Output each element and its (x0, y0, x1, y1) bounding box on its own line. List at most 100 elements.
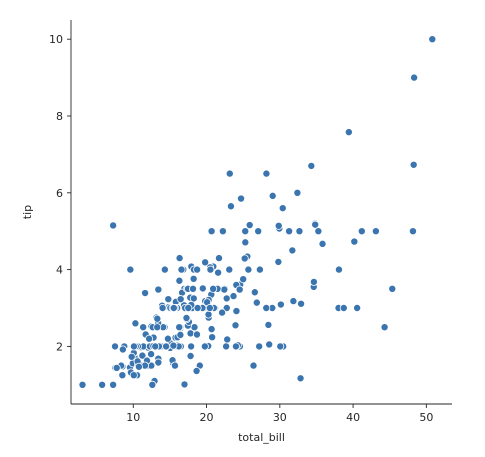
data-point (141, 289, 150, 298)
data-point (223, 335, 232, 344)
axes (70, 20, 452, 405)
data-point (205, 303, 214, 312)
x-tick-label: 10 (126, 411, 140, 424)
x-tick-label: 40 (346, 411, 360, 424)
data-point (118, 345, 127, 354)
data-point (118, 371, 127, 380)
data-point (192, 366, 201, 375)
data-point (208, 333, 217, 342)
data-point (250, 288, 259, 297)
data-point (153, 314, 162, 323)
data-point (232, 307, 241, 316)
data-point (276, 342, 285, 351)
data-point (192, 330, 201, 339)
y-tick-label: 10 (49, 33, 63, 46)
data-point (175, 323, 184, 332)
data-point (222, 303, 231, 312)
data-point (214, 268, 223, 277)
data-point (231, 342, 240, 351)
data-point (207, 227, 216, 236)
data-point (388, 284, 397, 293)
data-point (241, 227, 250, 236)
data-point (252, 298, 261, 307)
data-point (175, 254, 184, 263)
x-ticks: 10 20 30 40 50 (126, 404, 433, 424)
data-point (222, 294, 231, 303)
data-point (255, 342, 264, 351)
data-point (293, 188, 302, 197)
data-point (190, 323, 199, 332)
data-point (268, 191, 277, 200)
data-point (285, 227, 294, 236)
data-point (153, 323, 162, 332)
data-point (129, 371, 138, 380)
data-point (184, 303, 193, 312)
data-point (334, 265, 343, 274)
data-point (214, 254, 223, 263)
data-point (353, 303, 362, 312)
data-point (160, 265, 169, 274)
data-point (204, 310, 213, 319)
data-point (147, 350, 156, 359)
data-point (98, 380, 107, 389)
data-point (169, 303, 178, 312)
data-point (164, 295, 173, 304)
data-point (240, 254, 249, 263)
data-point (288, 246, 297, 255)
data-point (163, 334, 172, 343)
points-layer (78, 35, 437, 389)
data-point (226, 202, 235, 211)
data-point (410, 73, 419, 82)
data-point (244, 265, 253, 274)
data-point (175, 276, 184, 285)
data-point (371, 227, 380, 236)
data-point (235, 285, 244, 294)
data-point (265, 340, 274, 349)
y-tick-label: 6 (56, 187, 63, 200)
data-point (145, 334, 154, 343)
data-point (193, 265, 202, 274)
data-point (131, 319, 140, 328)
y-ticks: 2 4 6 8 10 (49, 33, 71, 353)
data-point (231, 321, 240, 330)
data-point (276, 300, 285, 309)
data-point (148, 380, 157, 389)
data-point (138, 351, 147, 360)
x-tick-label: 50 (419, 411, 433, 424)
data-point (176, 330, 185, 339)
data-point (170, 361, 179, 370)
data-point (193, 303, 202, 312)
data-point (220, 285, 229, 294)
x-tick-label: 20 (200, 411, 214, 424)
data-point (241, 238, 250, 247)
data-point (380, 323, 389, 332)
data-point (129, 342, 138, 351)
data-point (180, 380, 189, 389)
data-point (255, 265, 264, 274)
data-point (207, 325, 216, 334)
data-point (307, 161, 316, 170)
y-tick-label: 8 (56, 110, 63, 123)
data-point (111, 342, 120, 351)
data-point (297, 299, 306, 308)
data-point (78, 380, 87, 389)
data-point (222, 342, 231, 351)
data-point (339, 303, 348, 312)
data-point (295, 227, 304, 236)
x-tick-label: 30 (273, 411, 287, 424)
data-point (134, 362, 143, 371)
x-axis-label: total_bill (238, 431, 285, 444)
data-point (262, 303, 271, 312)
data-point (350, 237, 359, 246)
data-point (154, 285, 163, 294)
data-point (318, 239, 327, 248)
data-point (428, 35, 437, 44)
data-point (189, 294, 198, 303)
data-point (189, 274, 198, 283)
data-point (218, 308, 227, 317)
data-point (200, 342, 209, 351)
data-point (357, 227, 366, 236)
data-point (187, 342, 196, 351)
data-point (169, 341, 178, 350)
data-point (198, 284, 207, 293)
